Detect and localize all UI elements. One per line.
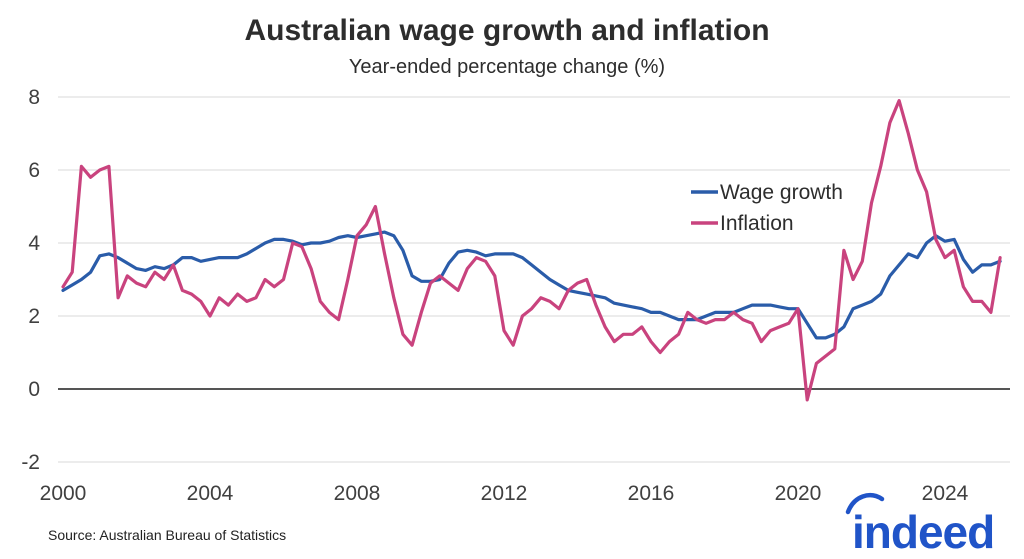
x-axis-tick-labels: 2000 2004 2008 2012 2016 2020 2024 bbox=[40, 482, 969, 505]
y-tick-label: 4 bbox=[28, 232, 40, 255]
wage-growth-line bbox=[61, 230, 1002, 340]
x-tick-label: 2024 bbox=[922, 482, 969, 505]
y-tick-label: 0 bbox=[28, 378, 40, 401]
indeed-logo: indeed bbox=[845, 493, 995, 558]
legend-label-inflation: Inflation bbox=[720, 212, 794, 235]
x-tick-label: 2020 bbox=[775, 482, 822, 505]
y-tick-label: 6 bbox=[28, 159, 40, 182]
indeed-logo-text: indeed bbox=[852, 506, 994, 558]
gridlines bbox=[58, 96, 1010, 463]
x-tick-label: 2008 bbox=[334, 482, 381, 505]
y-axis-tick-labels: 8 6 4 2 0 -2 bbox=[21, 86, 40, 474]
inflation-line bbox=[61, 98, 1002, 402]
legend-item-inflation: Inflation bbox=[691, 212, 794, 235]
legend-item-wage-growth: Wage growth bbox=[691, 181, 843, 204]
y-tick-label: 2 bbox=[28, 305, 40, 328]
x-tick-label: 2012 bbox=[481, 482, 528, 505]
y-tick-label: 8 bbox=[28, 86, 40, 109]
y-tick-label: -2 bbox=[21, 451, 40, 474]
x-tick-label: 2000 bbox=[40, 482, 87, 505]
indeed-logo-swoosh-icon bbox=[845, 493, 885, 515]
legend-label-wage-growth: Wage growth bbox=[720, 181, 843, 204]
data-series bbox=[61, 98, 1002, 402]
x-tick-label: 2004 bbox=[187, 482, 234, 505]
page-title: Australian wage growth and inflation bbox=[244, 14, 769, 47]
x-tick-label: 2016 bbox=[628, 482, 675, 505]
source-note: Source: Australian Bureau of Statistics bbox=[48, 527, 286, 543]
legend: Wage growth Inflation bbox=[691, 181, 843, 235]
chart-subtitle: Year-ended percentage change (%) bbox=[349, 56, 665, 78]
